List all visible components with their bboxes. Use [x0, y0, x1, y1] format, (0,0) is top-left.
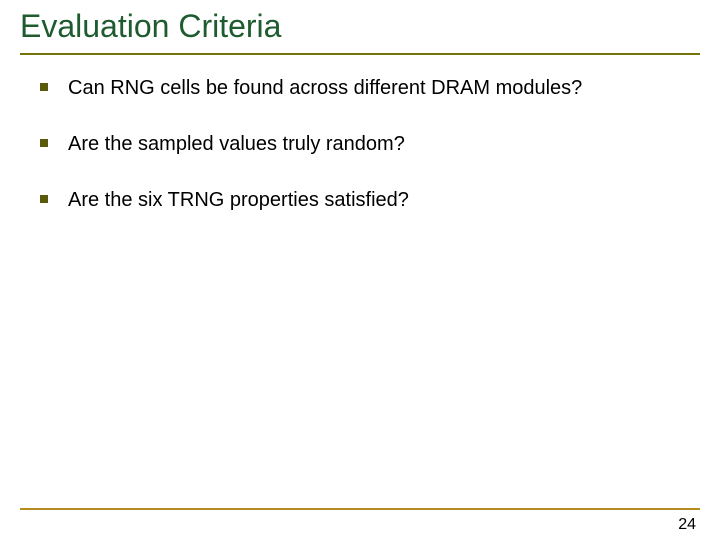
- footer-underline: [20, 508, 700, 510]
- bullet-text: Are the six TRNG properties satisfied?: [68, 187, 409, 213]
- slide: Evaluation Criteria Can RNG cells be fou…: [0, 0, 720, 540]
- list-item: Can RNG cells be found across different …: [40, 75, 680, 101]
- slide-title: Evaluation Criteria: [20, 8, 700, 51]
- list-item: Are the sampled values truly random?: [40, 131, 680, 157]
- page-number: 24: [678, 516, 696, 534]
- square-bullet-icon: [40, 195, 48, 203]
- bullet-text: Can RNG cells be found across different …: [68, 75, 582, 101]
- square-bullet-icon: [40, 83, 48, 91]
- bullet-text: Are the sampled values truly random?: [68, 131, 405, 157]
- list-item: Are the six TRNG properties satisfied?: [40, 187, 680, 213]
- title-area: Evaluation Criteria: [0, 0, 720, 55]
- content-area: Can RNG cells be found across different …: [0, 55, 720, 213]
- square-bullet-icon: [40, 139, 48, 147]
